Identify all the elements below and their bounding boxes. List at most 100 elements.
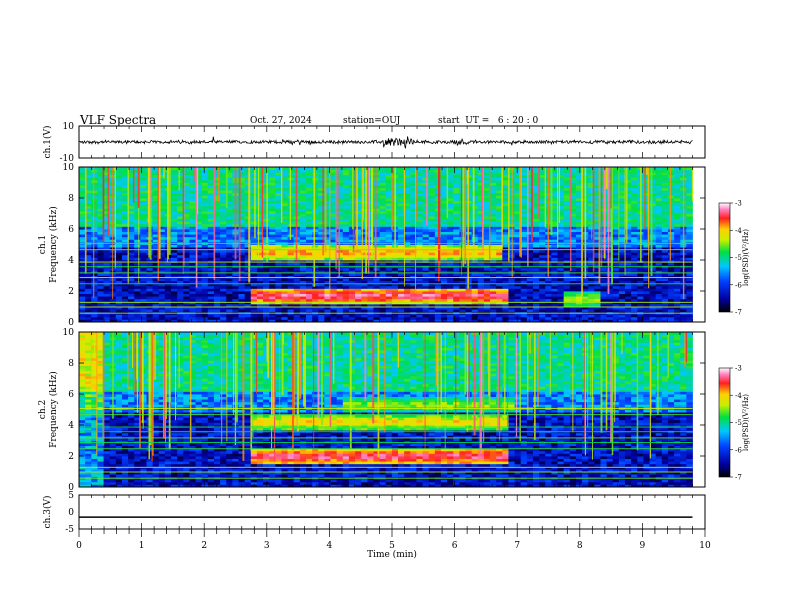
- heatmap-cell: [440, 236, 448, 240]
- heatmap-cell: [312, 303, 319, 307]
- heatmap-cell: [103, 303, 111, 307]
- heatmap-cell: [183, 231, 190, 235]
- heatmap-cell: [269, 257, 276, 261]
- heatmap-cell: [226, 198, 233, 201]
- heatmap-cell: [588, 296, 595, 300]
- heatmap-cell: [189, 298, 196, 302]
- heatmap-cell: [361, 210, 368, 214]
- heatmap-cell: [97, 221, 104, 225]
- heatmap-cell: [539, 316, 546, 320]
- heatmap-cell: [655, 262, 663, 266]
- heatmap-cell: [569, 270, 577, 274]
- heatmap-cell: [453, 200, 460, 204]
- heatmap-cell: [213, 285, 221, 289]
- heatmap-cell: [440, 234, 448, 238]
- heatmap-cell: [373, 267, 380, 271]
- heatmap-cell: [655, 247, 663, 251]
- heatmap-cell: [324, 252, 331, 256]
- heatmap-cell: [275, 314, 282, 318]
- heatmap-cell: [232, 267, 239, 271]
- heatmap-cell: [158, 252, 166, 256]
- heatmap-cell: [146, 272, 154, 276]
- heatmap-cell: [582, 296, 589, 300]
- heatmap-cell: [477, 296, 485, 300]
- heatmap-cell: [490, 262, 497, 266]
- heatmap-cell: [428, 195, 436, 199]
- heatmap-cell: [404, 319, 411, 323]
- heatmap-cell: [588, 288, 595, 292]
- heatmap-cell: [483, 298, 491, 302]
- heatmap-cell: [134, 244, 141, 248]
- heatmap-cell: [385, 298, 393, 302]
- heatmap-cell: [471, 200, 479, 204]
- heatmap-cell: [293, 303, 301, 307]
- heatmap-cell: [594, 316, 601, 320]
- heatmap-cell: [121, 293, 129, 297]
- heatmap-cell: [220, 254, 227, 258]
- heatmap-cell: [416, 298, 423, 302]
- heatmap-cell: [91, 223, 98, 227]
- heatmap-cell: [483, 208, 491, 212]
- heatmap-cell: [213, 267, 221, 271]
- heatmap-cell: [600, 272, 607, 276]
- heatmap-cell: [361, 260, 368, 263]
- heatmap-cell: [355, 213, 362, 217]
- heatmap-cell: [85, 195, 92, 199]
- heatmap-cell: [91, 249, 98, 253]
- heatmap-cell: [428, 293, 436, 297]
- heatmap-cell: [330, 278, 338, 282]
- heatmap-cell: [477, 254, 485, 258]
- heatmap-cell: [342, 293, 350, 297]
- heatmap-cell: [85, 198, 92, 201]
- heatmap-cell: [379, 285, 387, 289]
- heatmap-cell: [201, 257, 209, 261]
- heatmap-cell: [318, 316, 325, 320]
- heatmap-cell: [490, 257, 497, 261]
- heatmap-cell: [305, 208, 313, 212]
- heatmap-cell: [539, 221, 546, 225]
- heatmap-cell: [121, 309, 129, 313]
- heatmap-cell: [324, 283, 331, 287]
- heatmap-cell: [483, 249, 491, 253]
- heatmap-cell: [508, 223, 515, 227]
- heatmap-cell: [655, 283, 663, 287]
- heatmap-cell: [367, 288, 374, 292]
- heatmap-cell: [526, 205, 534, 209]
- heatmap-cell: [661, 226, 669, 230]
- heatmap-cell: [244, 267, 252, 271]
- heatmap-cell: [244, 262, 252, 266]
- heatmap-cell: [275, 306, 282, 310]
- heatmap-cell: [551, 278, 558, 282]
- heatmap-cell: [250, 223, 258, 227]
- heatmap-cell: [563, 298, 571, 302]
- heatmap-cell: [103, 195, 111, 199]
- heatmap-cell: [134, 272, 141, 276]
- heatmap-cell: [440, 293, 448, 297]
- heatmap-cell: [440, 296, 448, 300]
- heatmap-cell: [79, 234, 86, 238]
- heatmap-cell: [557, 285, 565, 289]
- heatmap-cell: [226, 200, 233, 204]
- heatmap-cell: [263, 244, 270, 248]
- heatmap-cell: [410, 213, 417, 217]
- heatmap-cell: [532, 285, 540, 289]
- heatmap-cell: [496, 296, 503, 300]
- heatmap-cell: [281, 306, 288, 310]
- heatmap-cell: [226, 309, 233, 313]
- heatmap-cell: [213, 195, 221, 199]
- heatmap-cell: [618, 218, 626, 222]
- heatmap-cell: [342, 195, 350, 199]
- heatmap-cell: [434, 293, 442, 297]
- heatmap-cell: [103, 293, 111, 297]
- heatmap-cell: [551, 210, 558, 214]
- heatmap-cell: [661, 306, 669, 310]
- heatmap-cell: [91, 298, 98, 302]
- heatmap-cell: [152, 267, 160, 271]
- heatmap-cell: [189, 316, 196, 320]
- heatmap-cell: [416, 226, 423, 230]
- heatmap-cell: [551, 275, 558, 279]
- heatmap-cell: [152, 283, 160, 287]
- heatmap-cell: [655, 267, 663, 271]
- heatmap-cell: [588, 314, 595, 318]
- heatmap-cell: [318, 260, 325, 263]
